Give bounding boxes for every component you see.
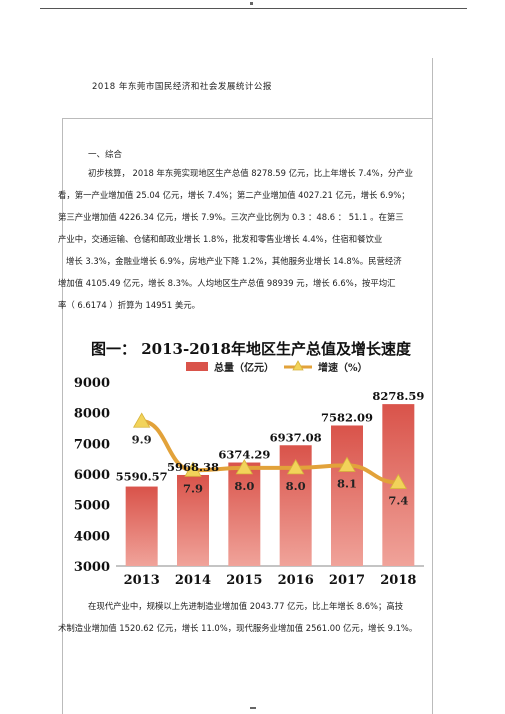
paragraph-line: 初步核算， 2018 年东莞实现地区生产总值 8278.59 亿元，比上年增长 … — [88, 168, 414, 178]
y-tick-label: 6000 — [74, 468, 110, 483]
gdp-chart: 图一： 2013-2018年地区生产总值及增长速度 总量（亿元） 增速（%） 9… — [68, 334, 434, 596]
bar-value-label: 8278.59 — [372, 389, 424, 403]
bar — [125, 486, 158, 566]
page-number-mark — [250, 707, 256, 709]
bar-value-label: 6374.29 — [218, 448, 270, 462]
growth-rate-label: 8.0 — [234, 479, 254, 493]
paragraph-line: 在现代产业中，规模以上先进制造业增加值 2043.77 亿元，比上年增长 8.6… — [88, 601, 404, 611]
paragraph-line: 率（ 6.6174 ）折算为 14951 美元。 — [58, 300, 200, 310]
plot-area: 9000 8000 7000 6000 5000 4000 3000 2013 2014 2015… — [74, 376, 425, 588]
growth-rate-marker — [184, 461, 202, 477]
y-tick-label: 4000 — [74, 529, 110, 544]
y-tick-label: 8000 — [74, 407, 110, 422]
chart-title: 图一： 2013-2018年地区生产总值及增长速度 — [91, 340, 412, 358]
growth-rate-marker — [132, 412, 151, 428]
bar-value-label: 5968.38 — [167, 460, 219, 474]
growth-rate-marker — [286, 459, 305, 475]
section-heading: 一、综合 — [88, 150, 123, 160]
x-tick-label: 2017 — [329, 573, 365, 588]
growth-rate-label: 8.1 — [337, 476, 357, 490]
paragraph-line: 术制造业增加值 1520.62 亿元，增长 11.0%，现代服务业增加值 256… — [58, 623, 418, 633]
bar — [177, 474, 209, 566]
paragraph-overview: 初步核算， 2018 年东莞实现地区生产总值 8278.59 亿元，比上年增长 … — [58, 162, 442, 316]
growth-rate-label: 9.9 — [132, 432, 152, 446]
bar — [228, 462, 261, 566]
x-tick-label: 2014 — [175, 573, 211, 588]
bar — [331, 425, 363, 566]
paragraph-line: 增长 3.3%，金融业增长 6.9%，房地产业下降 1.2%，其他服务业增长 1… — [66, 256, 402, 266]
growth-rate-label: 7.9 — [183, 481, 203, 495]
growth-rate-label: 7.4 — [388, 494, 408, 508]
growth-rate-marker — [389, 473, 408, 489]
paragraph-line: 增加值 4105.49 亿元，增长 8.3%。人均地区生产总值 98939 元，… — [58, 278, 396, 288]
header-mark — [250, 2, 253, 5]
x-tick-label: 2013 — [124, 573, 160, 588]
growth-rate-line — [139, 419, 401, 485]
chart-svg: 图一： 2013-2018年地区生产总值及增长速度 总量（亿元） 增速（%） 9… — [74, 340, 425, 588]
legend-line-label: 增速（%） — [318, 361, 368, 374]
y-tick-label: 7000 — [74, 437, 110, 452]
table-border-right — [432, 58, 433, 714]
growth-rate-label: 8.0 — [286, 479, 306, 493]
legend-line-marker — [292, 360, 304, 371]
x-tick-label: 2018 — [380, 573, 416, 588]
table-border-top — [62, 118, 433, 119]
x-tick-label: 2016 — [278, 573, 314, 588]
document-title: 2018 年东莞市国民经济和社会发展统计公报 — [92, 82, 272, 92]
y-tick-label: 9000 — [74, 376, 110, 391]
bar-value-label: 5590.57 — [116, 470, 168, 484]
paragraph-modern-industry: 在现代产业中，规模以上先进制造业增加值 2043.77 亿元，比上年增长 8.6… — [58, 595, 442, 639]
table-border-left — [62, 118, 63, 714]
legend-bar-swatch — [186, 362, 208, 371]
paragraph-line: 第三产业增加值 4226.34 亿元，增长 7.9%。三次产业比例为 0.3 ：… — [58, 212, 404, 222]
header-rule — [40, 8, 467, 9]
growth-rate-marker — [338, 456, 356, 472]
bar-value-label: 6937.08 — [270, 430, 322, 444]
y-tick-label: 3000 — [74, 560, 110, 575]
paragraph-line: 看，第一产业增加值 25.04 亿元，增长 7.4%；第二产业增加值 4027.… — [58, 190, 410, 200]
paragraph-line: 产业中，交通运输、仓储和邮政业增长 1.8%，批发和零售业增长 4.4%，住宿和… — [58, 234, 383, 244]
bar-value-label: 7582.09 — [321, 410, 373, 424]
growth-rate-marker — [235, 459, 254, 475]
y-tick-label: 5000 — [74, 499, 110, 514]
x-tick-label: 2015 — [226, 573, 262, 588]
legend-bar-label: 总量（亿元） — [214, 361, 274, 374]
